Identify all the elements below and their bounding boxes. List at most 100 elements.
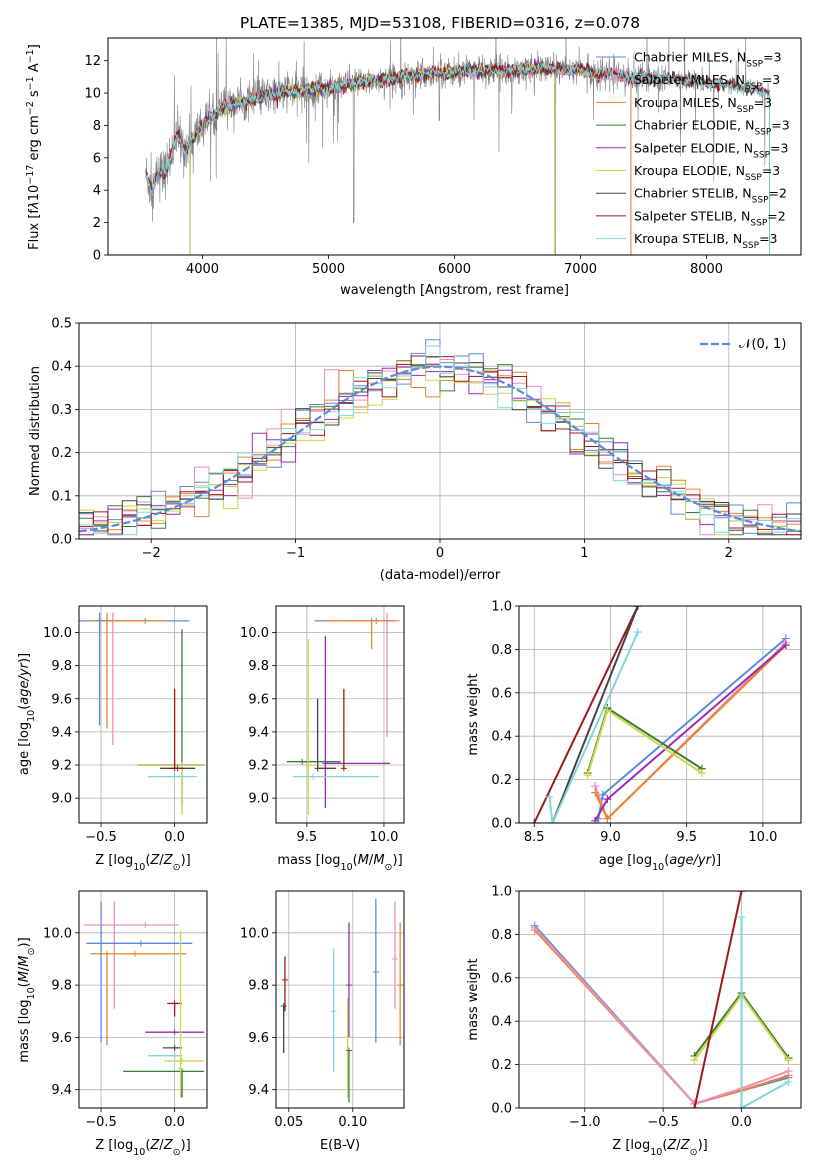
mass-vs-Z-xlabel-part: Z (163, 1138, 174, 1153)
age-vs-mass-ytick-label: 9.6 (248, 692, 269, 707)
mass-vs-Z-ytick-label: 9.4 (51, 1083, 72, 1098)
legend-label-value: =2 (767, 208, 785, 223)
residuals-xtick-label: 1 (580, 546, 588, 561)
spectrum-ytick-label: 6 (93, 151, 101, 166)
weight-vs-age-xlabel-part: 10 (652, 862, 664, 873)
mass-vs-Z-xlabel-part: ⊙ (173, 1147, 181, 1158)
age-vs-mass-point (305, 762, 312, 769)
weight-vs-age-ytick-label: 0.2 (491, 773, 512, 788)
mass-vs-Z-ytick-label: 10.0 (43, 926, 72, 941)
legend-label-text: Chabrier MILES, N (634, 50, 746, 65)
weight-vs-age-marker (603, 706, 612, 715)
age-vs-Z-point (103, 617, 110, 624)
weight-vs-age-marker (603, 795, 612, 804)
mass-vs-Z-ylabel-part: ( (17, 982, 32, 987)
age-vs-mass-axes: 9.5 10.0 9.0 9.2 9.4 9.6 9.8 10.0 (240, 606, 404, 845)
weight-vs-Z-axes: −1.0 −0.5 0.0 0.0 0.2 0.4 0.6 0.8 1.0 (491, 885, 801, 1130)
weight-vs-Z-xlabel-part: Z [log (612, 1138, 650, 1153)
spectrum-axes: 4000 5000 6000 7000 8000 0 2 4 6 8 10 12 (84, 54, 723, 277)
spectrum-model-kroupa-stelib (145, 60, 770, 193)
age-vs-Z-xlabel-part: ( (145, 853, 150, 868)
age-vs-mass-point (314, 765, 321, 772)
age-vs-mass-frame (275, 605, 405, 824)
age-vs-mass-ytick-label: 9.8 (248, 659, 269, 674)
mass-vs-EBV-frame (275, 890, 405, 1109)
legend-label-sub: SSP (742, 241, 759, 251)
weight-vs-age-xlabel-part: ( (664, 853, 669, 868)
weight-vs-Z-series-kroupa-stelib (740, 917, 789, 1108)
mass-vs-EBV-point (397, 982, 404, 989)
legend-label-sub: SSP (737, 105, 754, 115)
weight-vs-Z-series-salpeter-stelib (693, 891, 743, 1108)
spectrum-ylabel-part: −1 (25, 76, 36, 90)
weight-vs-Z-marker (784, 1056, 793, 1065)
weight-vs-age-ytick-label: 0.4 (491, 730, 512, 745)
legend-label-text: Kroupa STELIB, N (634, 231, 742, 246)
spectrum-ytick-label: 2 (93, 216, 101, 231)
weight-vs-age-series-chabrier-stelib (551, 606, 639, 823)
age-vs-Z-frame (78, 605, 208, 824)
weight-vs-Z-series-kroupa-miles (533, 929, 789, 1105)
mass-vs-EBV-ytick-label: 9.8 (248, 979, 269, 994)
spectrum-ylabel-part: −17 (25, 165, 36, 185)
age-vs-Z-xtick-label: 0.0 (164, 830, 185, 845)
weight-vs-age-frame (518, 605, 802, 824)
weight-vs-Z-xlabel-part: )] (698, 1138, 708, 1153)
mass-vs-Z-point (98, 940, 105, 947)
age-vs-mass-xlabel-part: 10 (341, 862, 353, 873)
age-vs-mass-point (368, 617, 375, 624)
mass-vs-Z-point (171, 1052, 178, 1059)
mass-vs-Z-ylabel-part: 10 (26, 987, 37, 999)
legend-label-sub: SSP (745, 82, 762, 92)
spectrum-ylabel-part: −2 (25, 101, 36, 115)
mass-vs-Z-point (171, 1000, 178, 1007)
legend-label-text: Salpeter ELODIE, N (634, 140, 753, 155)
age-vs-Z-xlabel-part: ⊙ (173, 862, 181, 873)
spectrum-ytick-label: 4 (93, 184, 101, 199)
mass-vs-Z-ylabel: mass [log10(M/M⊙)] (17, 937, 37, 1062)
weight-vs-age-xlabel-part: )] (711, 853, 721, 868)
age-vs-mass-point (299, 758, 306, 765)
age-vs-mass-ytick-label: 9.0 (248, 792, 269, 807)
spectrum-ylabel-part: A (27, 63, 42, 76)
age-vs-Z-point (171, 773, 178, 780)
mass-vs-Z-ytick-label: 9.8 (51, 979, 72, 994)
mass-vs-Z-xlabel-part: / (159, 1138, 164, 1153)
residuals-frame (78, 322, 802, 540)
mass-vs-Z-ylabel-part: mass [log (17, 999, 32, 1062)
residuals-xtick-label: −1 (286, 546, 305, 561)
age-vs-Z-xlabel-part: )] (181, 853, 191, 868)
residuals-ytick-label: 0.4 (51, 360, 72, 375)
mass-vs-EBV-xtick-label: 0.10 (338, 1115, 367, 1130)
spectrum-ylabel-part: Flux [f (27, 209, 42, 250)
weight-vs-age-marker (633, 606, 642, 610)
mass-vs-Z-plot (83, 901, 205, 1098)
mass-vs-Z-ylabel-part: M (17, 955, 32, 966)
weight-vs-age-marker (548, 819, 557, 823)
age-vs-mass-xlabel-part: ⊙ (385, 862, 393, 873)
mass-vs-EBV-point (330, 1008, 337, 1015)
age-vs-Z-xlabel-part: / (159, 853, 164, 868)
weight-vs-age-marker (591, 816, 600, 823)
weight-vs-Z-ytick-label: 0.4 (491, 1015, 512, 1030)
spectrum-legend-label: Salpeter STELIB, NSSP=2 (634, 208, 786, 228)
spectrum-legend-label: Salpeter ELODIE, NSSP=3 (634, 140, 788, 160)
weight-vs-age-xtick-label: 9.0 (600, 830, 621, 845)
mass-vs-Z-xlabel-part: Z [log (95, 1138, 133, 1153)
weight-vs-Z-plot (530, 891, 793, 1108)
residuals-ytick-label: 0.0 (51, 533, 72, 548)
weight-vs-Z-ytick-label: 1.0 (491, 885, 512, 900)
mass-vs-Z-frame (78, 890, 208, 1109)
weight-vs-age-series-kroupa-stelib (548, 631, 639, 823)
weight-vs-Z-xtick-label: 0.0 (731, 1115, 752, 1130)
age-vs-Z-ylabel-part: )] (17, 653, 32, 663)
mass-vs-EBV-point (372, 969, 379, 976)
spectrum-xlabel: wavelength [Angstrom, rest frame] (340, 283, 569, 298)
spectrum-ylabel: Flux [fλ10−17 erg cm−2 s−1 A−1] (25, 44, 43, 250)
age-vs-mass-ytick-label: 9.4 (248, 725, 269, 740)
legend-label-text: Chabrier ELODIE, N (634, 118, 754, 133)
mass-vs-EBV-axes: 0.05 0.10 9.4 9.6 9.8 10.0 (240, 891, 404, 1130)
spectrum-ylabel-part: erg cm (27, 115, 42, 164)
weight-vs-Z-marker (737, 913, 746, 922)
